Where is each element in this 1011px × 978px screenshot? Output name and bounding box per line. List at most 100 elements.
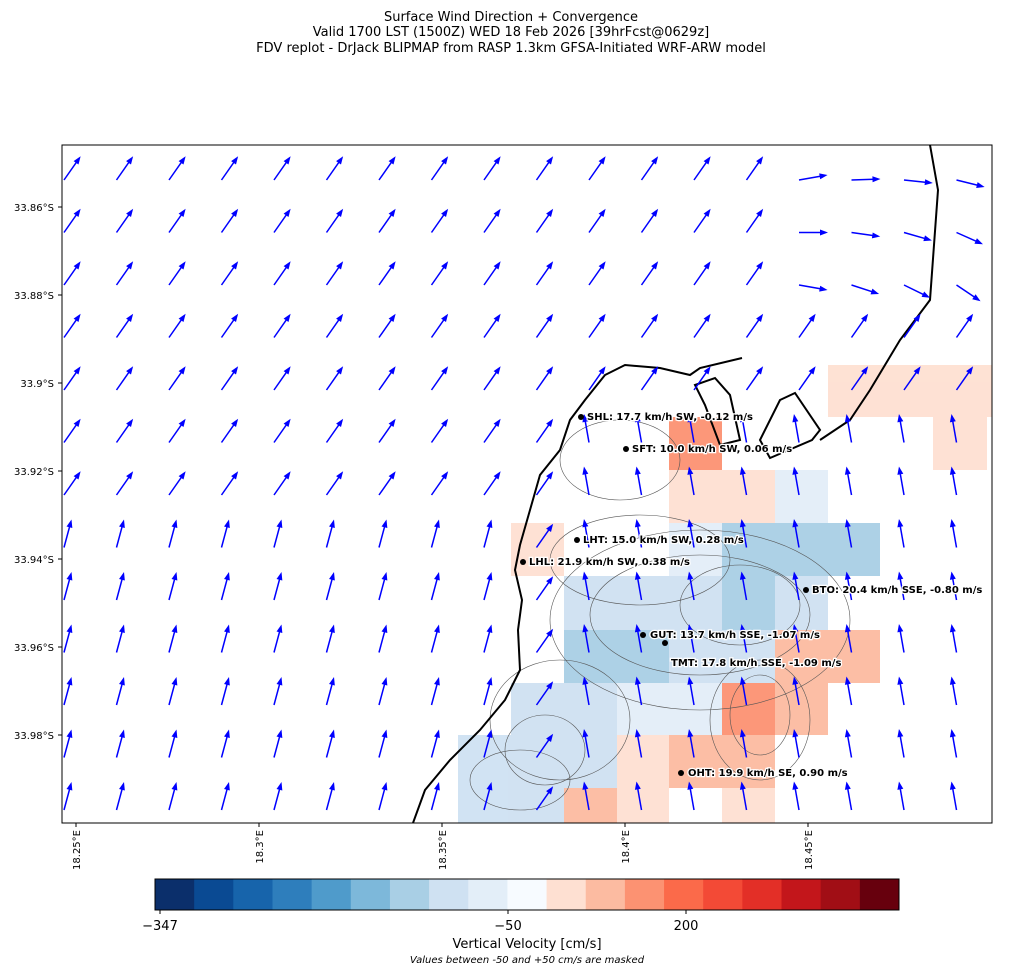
arrow-head bbox=[171, 624, 178, 633]
arrow-head bbox=[651, 366, 659, 375]
arrow-head bbox=[283, 418, 291, 428]
arrow-head bbox=[897, 413, 904, 423]
vv-cell bbox=[669, 735, 775, 788]
colorbar-swatch bbox=[233, 879, 273, 910]
arrow-head bbox=[897, 728, 904, 738]
arrow-head bbox=[73, 418, 81, 428]
colorbar-swatch bbox=[272, 879, 313, 910]
colorbar-note: Values between -50 and +50 cm/s are mask… bbox=[410, 955, 645, 966]
arrow-head bbox=[820, 229, 828, 236]
arrow-head bbox=[598, 261, 606, 270]
arrow-head bbox=[231, 418, 239, 428]
arrow-head bbox=[388, 366, 396, 375]
arrow-head bbox=[381, 571, 388, 581]
arrow-head bbox=[178, 366, 186, 375]
arrow-head bbox=[434, 729, 440, 738]
arrow-head bbox=[276, 519, 283, 528]
arrow-head bbox=[231, 208, 239, 218]
arrow-head bbox=[913, 313, 921, 323]
arrow-head bbox=[493, 313, 501, 323]
colorbar-swatch bbox=[624, 879, 665, 910]
arrow-head bbox=[949, 571, 956, 580]
station-dot bbox=[662, 640, 668, 646]
arrow-head bbox=[441, 261, 449, 270]
arrow-head bbox=[756, 261, 764, 270]
arrow-head bbox=[486, 729, 493, 738]
colorbar-frame bbox=[154, 878, 900, 911]
arrow-head bbox=[966, 313, 974, 323]
colorbar-swatch bbox=[507, 879, 548, 910]
arrow-head bbox=[336, 156, 344, 165]
title-line: Surface Wind Direction + Convergence bbox=[384, 10, 638, 25]
arrow-head bbox=[792, 466, 799, 475]
arrow-head bbox=[739, 781, 746, 790]
arrow-head bbox=[687, 466, 694, 475]
arrow-head bbox=[974, 238, 983, 245]
arrow-head bbox=[871, 232, 881, 239]
colorbar-swatch bbox=[585, 879, 626, 910]
arrow-head bbox=[119, 571, 125, 581]
station-label: SFT: 10.0 km/h SW, 0.06 m/s bbox=[632, 444, 792, 455]
arrow-head bbox=[634, 781, 641, 790]
arrow-head bbox=[224, 624, 230, 633]
arrow-head bbox=[844, 518, 851, 528]
station-label: OHT: 19.9 km/h SE, 0.90 m/s bbox=[688, 768, 848, 779]
arrow-head bbox=[493, 208, 501, 218]
station-label: SHL: 17.7 km/h SW, -0.12 m/s bbox=[587, 412, 753, 423]
arrow-head bbox=[756, 156, 764, 165]
arrow-head bbox=[486, 624, 493, 633]
vv-cell bbox=[617, 735, 669, 823]
arrow-head bbox=[582, 728, 589, 738]
arrow-head bbox=[486, 676, 493, 686]
arrow-head bbox=[171, 571, 178, 581]
arrow-head bbox=[434, 624, 440, 633]
arrow-head bbox=[949, 518, 956, 528]
arrow-head bbox=[493, 471, 501, 480]
arrow-head bbox=[756, 366, 764, 375]
arrow-head bbox=[634, 518, 641, 528]
arrow-head bbox=[486, 571, 493, 581]
arrow-head bbox=[434, 676, 440, 686]
colorbar-swatch bbox=[859, 879, 900, 910]
lat-label: 33.88°S bbox=[14, 291, 54, 302]
arrow-head bbox=[66, 571, 73, 581]
arrow-head bbox=[171, 729, 178, 738]
arrow-head bbox=[329, 676, 335, 686]
title: Surface Wind Direction + Convergence Val… bbox=[256, 10, 766, 56]
title-line: FDV replot - DrJack BLIPMAP from RASP 1.… bbox=[256, 41, 766, 56]
colorbar-swatch bbox=[194, 879, 234, 910]
arrow-head bbox=[388, 208, 396, 218]
arrow-head bbox=[913, 366, 921, 375]
arrow-head bbox=[546, 681, 554, 690]
station-dot bbox=[623, 446, 629, 452]
arrow-head bbox=[861, 313, 869, 323]
arrow-head bbox=[126, 208, 134, 218]
arrow-head bbox=[651, 313, 659, 323]
vv-cell bbox=[775, 683, 828, 735]
arrow-head bbox=[651, 261, 659, 270]
lat-label: 33.98°S bbox=[14, 731, 54, 742]
arrow-head bbox=[546, 733, 554, 743]
arrow-head bbox=[119, 781, 125, 791]
lat-label: 33.9°S bbox=[20, 379, 54, 390]
station-dot bbox=[520, 559, 526, 565]
arrow-head bbox=[844, 571, 851, 580]
arrow-head bbox=[329, 781, 335, 791]
arrow-head bbox=[329, 624, 335, 633]
lon-label: 18.3°E bbox=[255, 830, 266, 864]
arrow-head bbox=[388, 156, 396, 165]
arrow-head bbox=[73, 156, 81, 165]
arrow-head bbox=[739, 623, 746, 633]
arrow-head bbox=[634, 413, 641, 423]
arrow-head bbox=[178, 471, 186, 480]
arrow-head bbox=[493, 156, 501, 165]
vv-cell bbox=[775, 470, 828, 523]
vv-cells bbox=[458, 365, 992, 823]
arrow-head bbox=[546, 523, 554, 533]
arrow-head bbox=[119, 519, 125, 528]
arrow-head bbox=[756, 313, 764, 323]
arrow-head bbox=[703, 313, 711, 323]
arrow-head bbox=[441, 156, 449, 165]
arrow-head bbox=[126, 156, 134, 165]
arrow-head bbox=[897, 518, 904, 528]
